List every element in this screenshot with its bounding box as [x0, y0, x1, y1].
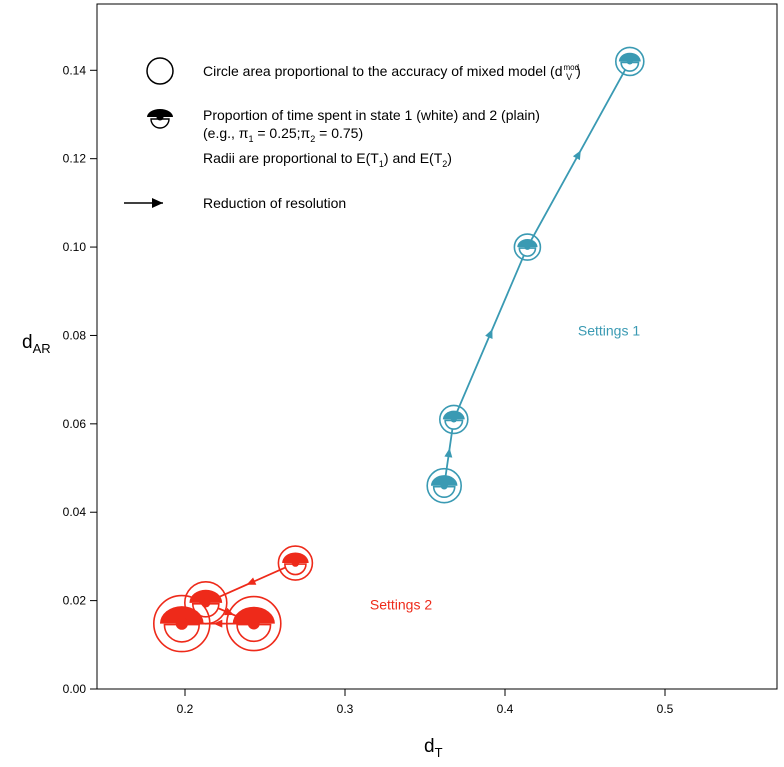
legend-line-5: Reduction of resolution: [203, 195, 346, 211]
series-2: Settings 2: [153, 545, 432, 653]
point-center-dot: [247, 617, 260, 630]
point-center-dot: [291, 559, 300, 567]
x-tick-label: 0.3: [337, 702, 354, 716]
x-tick-label: 0.2: [177, 702, 194, 716]
legend-line-4: Radii are proportional to E(T1) and E(T2…: [203, 150, 452, 169]
point-state1-half: [236, 623, 272, 643]
point-state2-cap: [282, 552, 309, 564]
point-state2-cap: [430, 475, 458, 486]
x-tick-label: 0.4: [497, 702, 514, 716]
legend-arrow-icon: [124, 198, 163, 208]
plot-frame: [96, 3, 778, 690]
legend-line-1: Circle area proportional to the accuracy…: [203, 63, 581, 82]
point-state1-half: [620, 61, 640, 72]
y-tick-label: 0.00: [63, 682, 87, 696]
axes: 0.2 0.3 0.4 0.5 0.00 0.02 0.04 0.06 0.08 0.10 0.12…: [63, 63, 674, 716]
direction-arrow: [572, 150, 581, 161]
point-state2-cap: [442, 410, 465, 420]
series-label: Settings 1: [578, 322, 640, 338]
point-outer-ring: [614, 46, 645, 77]
y-tick-label: 0.10: [63, 240, 87, 254]
direction-arrow: [485, 329, 493, 339]
point-center-dot: [440, 481, 448, 490]
y-tick-label: 0.12: [63, 152, 87, 166]
data-point: [438, 404, 469, 435]
y-tick-label: 0.14: [63, 63, 87, 77]
point-center-dot: [201, 598, 211, 608]
point-outer-ring: [277, 545, 314, 581]
series-label: Settings 2: [370, 596, 432, 612]
point-center-dot: [524, 244, 531, 250]
series-line: [443, 61, 631, 486]
point-state1-half: [163, 623, 200, 643]
y-tick-label: 0.08: [63, 328, 87, 342]
legend-line-3: (e.g., π1 = 0.25;π2 = 0.75): [203, 125, 363, 144]
y-tick-label: 0.06: [63, 417, 87, 431]
point-outer-ring: [438, 404, 469, 435]
point-outer-ring: [153, 594, 211, 653]
point-outer-ring: [226, 595, 282, 652]
series-1: Settings 1: [426, 46, 645, 504]
data-point: [153, 594, 211, 653]
point-state1-half: [518, 247, 537, 257]
direction-arrow: [246, 577, 257, 585]
point-state2-cap: [232, 606, 275, 624]
legend-circle-icon: [146, 57, 174, 85]
point-state1-half: [284, 563, 307, 576]
point-center-dot: [450, 416, 457, 423]
point-state2-cap: [517, 238, 538, 248]
point-center-dot: [175, 617, 188, 630]
data-point: [426, 467, 463, 504]
y-tick-label: 0.04: [63, 505, 87, 519]
direction-arrow: [213, 619, 223, 628]
point-outer-ring: [426, 467, 463, 504]
data-point: [614, 46, 645, 77]
point-state2-cap: [618, 52, 641, 62]
y-tick-label: 0.02: [63, 594, 87, 608]
legend-line-2: Proportion of time spent in state 1 (whi…: [203, 107, 540, 123]
y-axis-label: dAR: [22, 332, 51, 356]
point-outer-ring: [513, 233, 542, 261]
x-axis-label: dT: [424, 736, 443, 760]
data-point: [513, 233, 542, 261]
point-state1-half: [444, 419, 464, 430]
direction-arrow: [444, 448, 453, 458]
data-point: [277, 545, 314, 581]
point-outer-ring: [184, 581, 228, 625]
point-state1-half: [432, 485, 456, 498]
data-point: [226, 595, 282, 652]
x-tick-label: 0.5: [657, 702, 674, 716]
point-center-dot: [626, 58, 633, 65]
marks: Settings 1 Settings 2: [153, 46, 645, 653]
point-state2-cap: [159, 606, 204, 624]
legend: Circle area proportional to the accuracy…: [124, 57, 581, 211]
legend-proportion-icon: [147, 109, 173, 129]
